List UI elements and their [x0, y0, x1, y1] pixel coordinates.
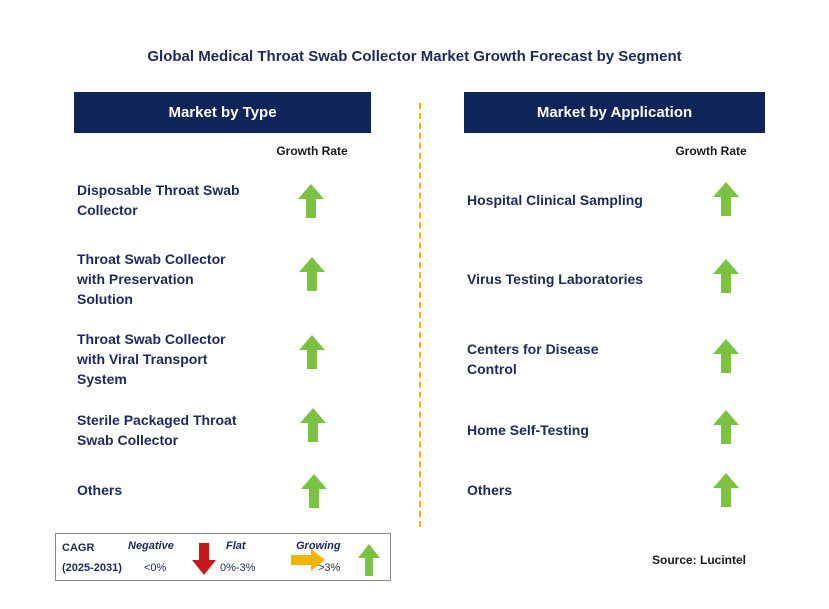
source-note: Source: Lucintel	[652, 553, 747, 567]
application-row-label: Virus Testing Laboratories	[467, 271, 644, 287]
panel-divider	[419, 103, 421, 527]
legend-growing-range: >3%	[318, 562, 341, 574]
type-row-label: Throat Swab Collector with Preservation …	[77, 251, 226, 307]
type-growth-rate-header: Growth Rate	[276, 144, 348, 158]
type-row-label: Sterile Packaged Throat Swab Collector	[77, 412, 237, 448]
legend-period: (2025-2031)	[62, 562, 122, 574]
growing-arrow-icon	[713, 473, 739, 507]
growing-arrow-icon	[298, 184, 324, 218]
application-row-label: Hospital Clinical Sampling	[467, 192, 643, 208]
type-row-label: Throat Swab Collector with Viral Transpo…	[77, 331, 226, 387]
type-row-label: Disposable Throat Swab Collector	[77, 182, 240, 218]
growing-arrow-icon	[301, 474, 327, 508]
legend-flat-range: 0%-3%	[220, 562, 256, 574]
legend-flat-label: Flat	[226, 540, 246, 552]
legend-negative-label: Negative	[128, 540, 174, 552]
growing-arrow-icon	[713, 339, 739, 373]
growing-arrow-icon	[713, 182, 739, 216]
cagr-legend: CAGR (2025-2031) Negative <0% Flat 0%-3%…	[55, 533, 391, 581]
growing-arrow-icon	[299, 335, 325, 369]
flat-arrow-icon	[291, 549, 325, 571]
application-growth-rate-header: Growth Rate	[675, 144, 747, 158]
growing-arrow-icon	[713, 259, 739, 293]
growing-arrow-icon	[358, 544, 380, 576]
application-panel-header: Market by Application	[464, 92, 765, 133]
application-row-label: Home Self-Testing	[467, 422, 589, 438]
type-row-label: Others	[77, 482, 123, 498]
negative-arrow-icon	[192, 543, 216, 575]
application-row-label: Centers for Disease Control	[467, 341, 599, 377]
legend-cagr-label: CAGR	[62, 542, 95, 554]
legend-negative-range: <0%	[144, 562, 167, 574]
type-panel-header: Market by Type	[74, 92, 371, 133]
growing-arrow-icon	[299, 257, 325, 291]
chart-title: Global Medical Throat Swab Collector Mar…	[147, 48, 682, 65]
legend-growing-label: Growing	[296, 540, 341, 552]
growing-arrow-icon	[713, 410, 739, 444]
application-row-label: Others	[467, 482, 513, 498]
growing-arrow-icon	[300, 408, 326, 442]
